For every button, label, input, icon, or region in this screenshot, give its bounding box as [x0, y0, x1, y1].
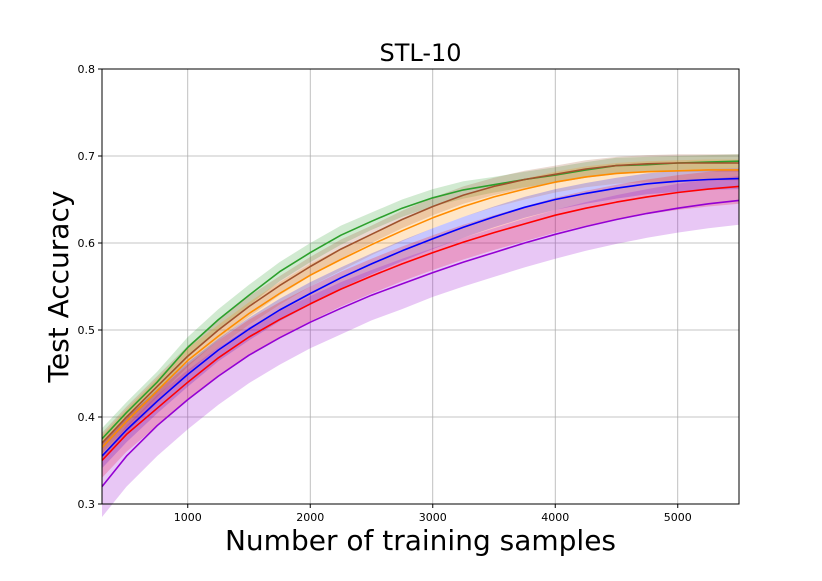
x-tick-label: 1000 — [174, 511, 202, 524]
series-5-band — [102, 169, 739, 478]
y-tick-label: 0.3 — [78, 498, 96, 511]
x-tick-label: 4000 — [541, 511, 569, 524]
y-tick-label: 0.7 — [78, 150, 96, 163]
series-lines — [101, 160, 740, 488]
y-tick-label: 0.8 — [78, 63, 96, 76]
series-4-line — [101, 177, 740, 457]
y-tick-label: 0.5 — [78, 324, 96, 337]
series-2-band — [102, 154, 739, 454]
series-3-band — [102, 159, 739, 460]
x-tick-label: 3000 — [419, 511, 447, 524]
series-3-line — [101, 169, 739, 448]
x-axis-label: Number of training samples — [225, 524, 616, 557]
axis-ticks: 1000 2000 3000 4000 5000 0.3 0.4 0.5 0.6 0.7 0.8 — [78, 63, 692, 524]
x-tick-label: 5000 — [664, 511, 692, 524]
series-2-line — [101, 162, 739, 444]
series-6-line — [101, 199, 740, 488]
y-axis-label: Test Accuracy — [42, 191, 75, 384]
series-5-line — [101, 185, 740, 462]
y-tick-label: 0.6 — [78, 237, 96, 250]
plot-frame — [101, 68, 740, 505]
chart-title: STL-10 — [379, 39, 461, 67]
series-6-band — [102, 176, 739, 517]
y-tick-label: 0.4 — [78, 411, 96, 424]
x-tick-label: 2000 — [296, 511, 324, 524]
series-1-band — [102, 154, 739, 450]
confidence-bands — [102, 154, 739, 517]
